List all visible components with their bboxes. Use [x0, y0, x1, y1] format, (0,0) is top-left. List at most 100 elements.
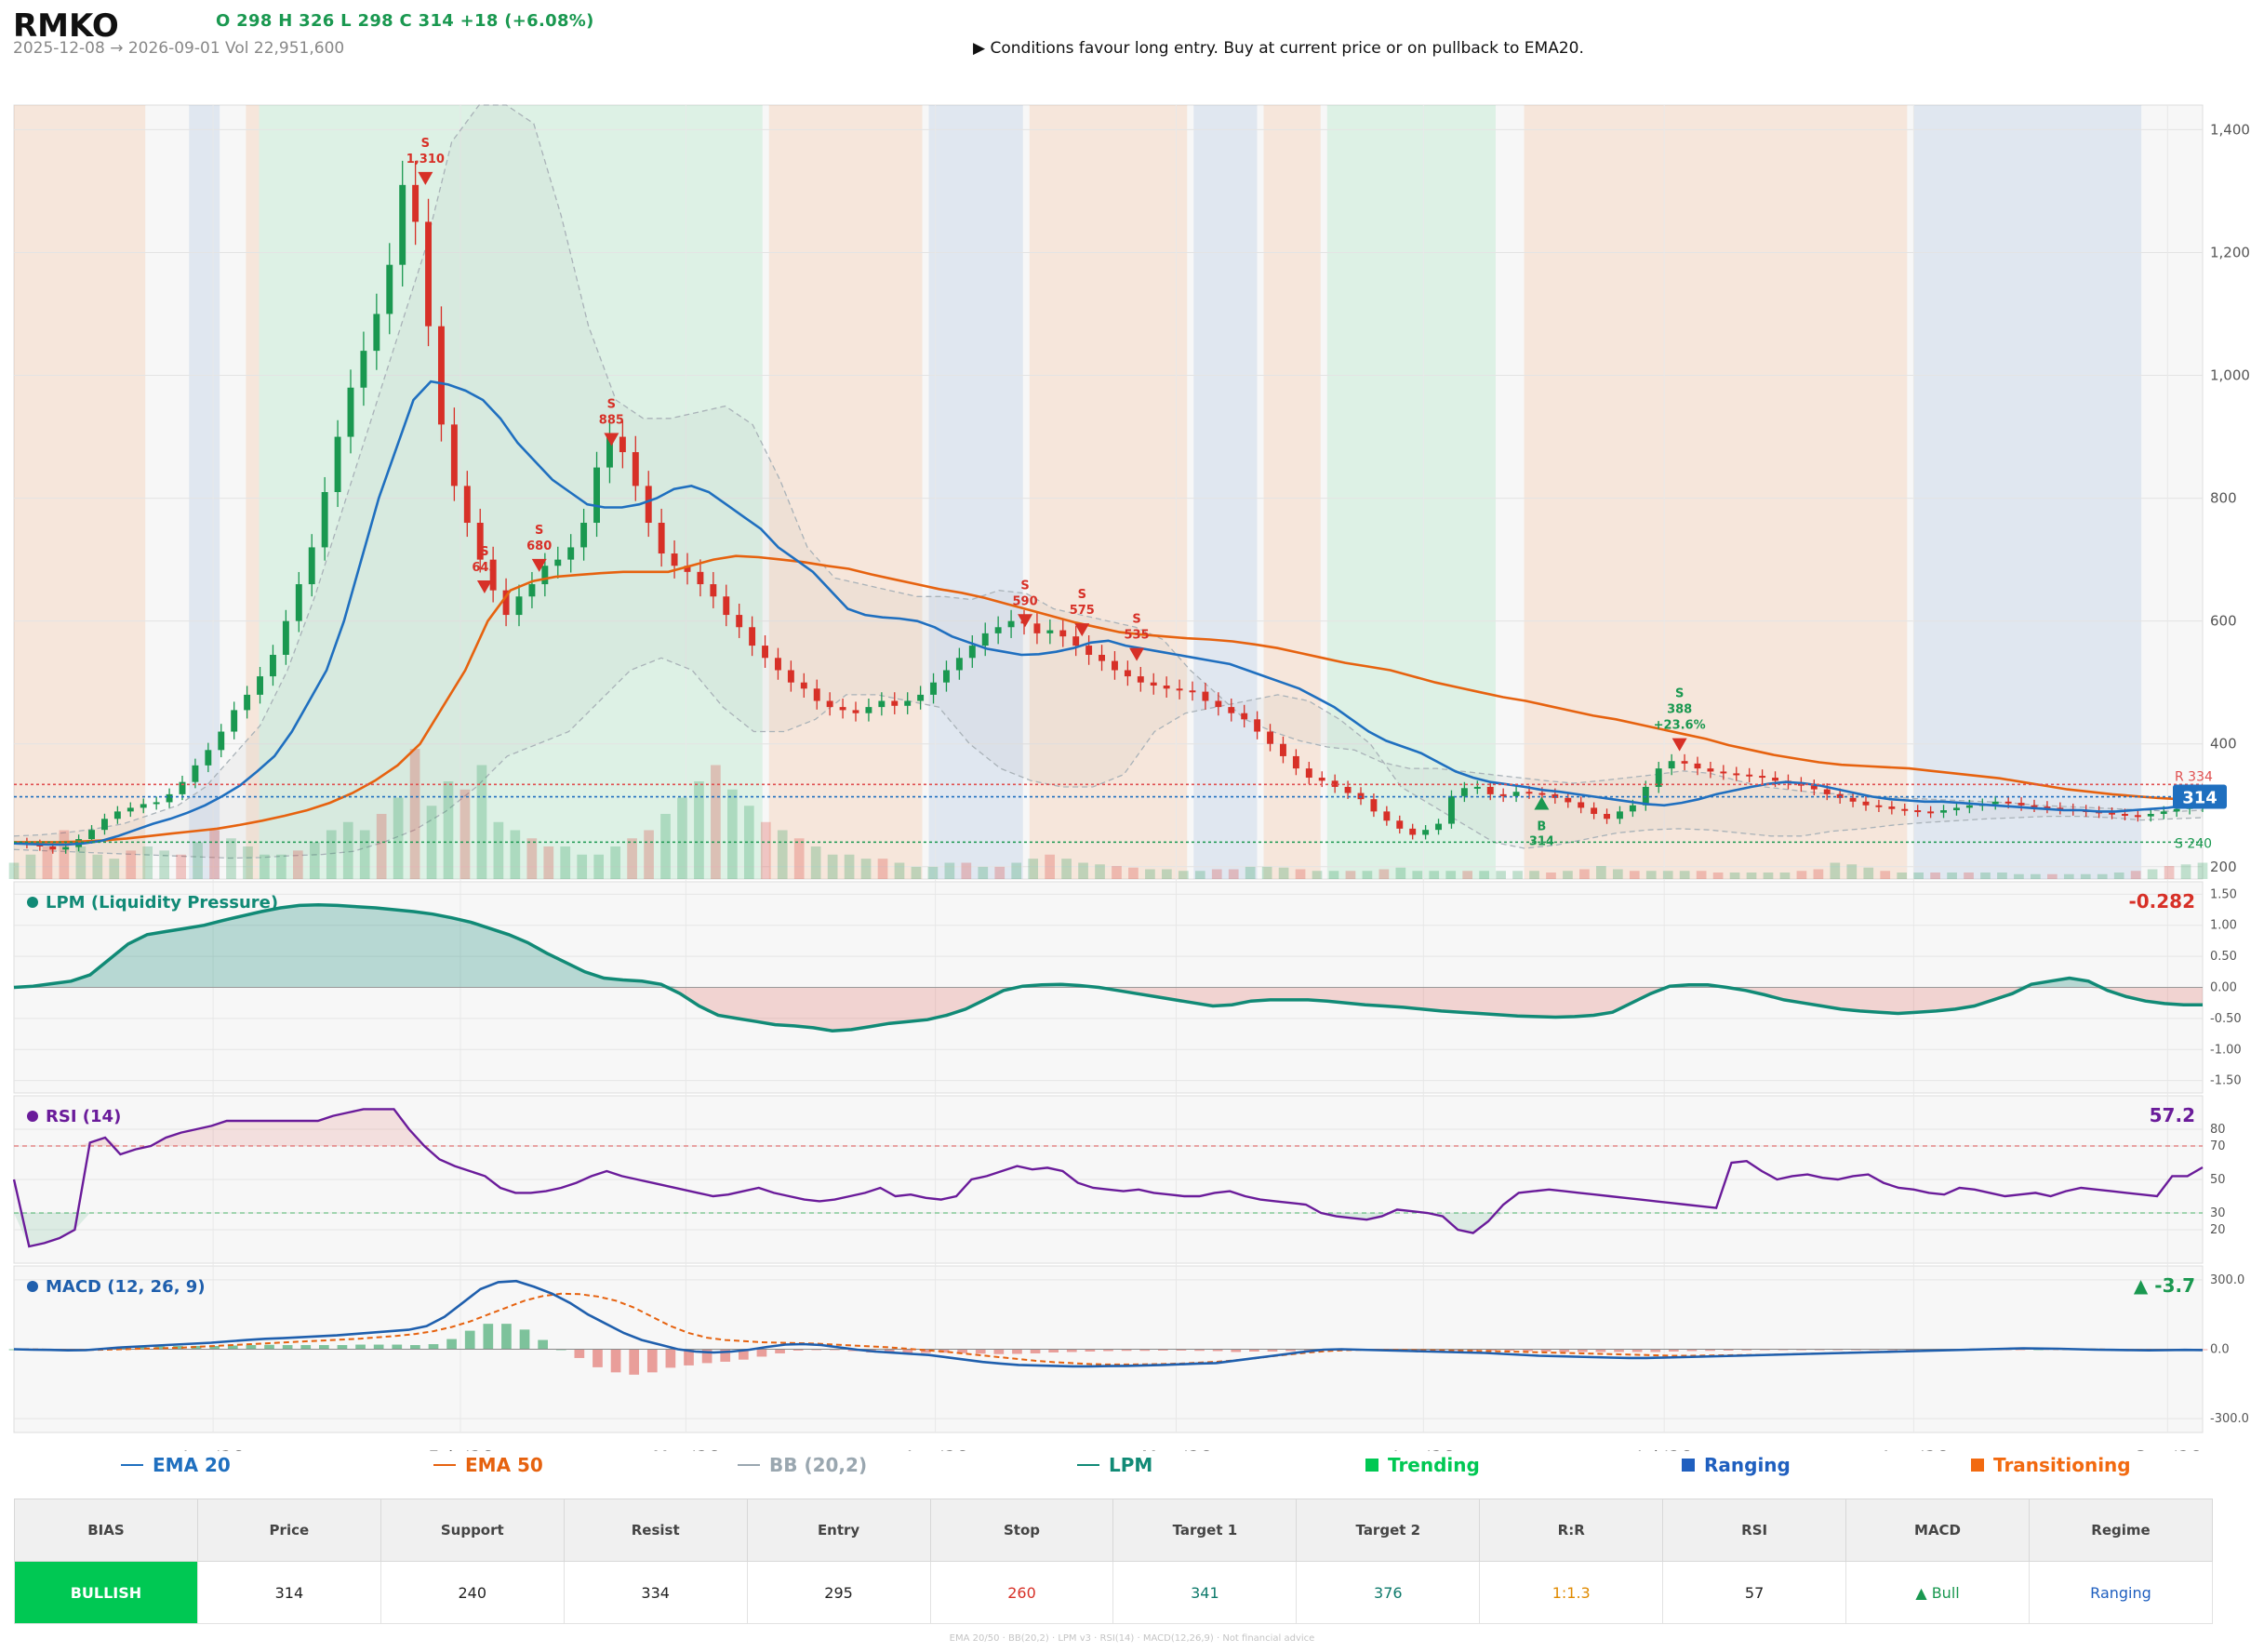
candle-body — [930, 682, 937, 695]
volume-bar — [1596, 866, 1606, 879]
macd-histogram-bar — [1267, 1349, 1278, 1352]
volume-bar — [1645, 871, 1657, 879]
macd-histogram-bar — [1705, 1349, 1715, 1352]
candle-body — [658, 523, 665, 554]
volume-bar — [293, 850, 303, 879]
candle-body — [450, 424, 458, 486]
panel-title: RSI (14) — [46, 1107, 121, 1126]
volume-bar — [1278, 867, 1289, 879]
candle-body — [1694, 763, 1701, 769]
price-tick-label: 800 — [2210, 490, 2237, 507]
volume-bar — [944, 862, 955, 879]
candle-body — [541, 566, 549, 585]
volume-bar — [1228, 869, 1239, 879]
candle-body — [205, 750, 212, 766]
regime-band-transitioning — [1263, 105, 1321, 879]
macd-current-value: ▲ -3.7 — [2134, 1274, 2195, 1297]
candle-body — [399, 184, 406, 265]
volume-bar — [443, 781, 454, 879]
macd-histogram-bar — [684, 1349, 694, 1366]
candle-body — [1591, 807, 1598, 815]
header-price: Price — [196, 1499, 381, 1562]
macd-histogram-bar — [227, 1345, 238, 1350]
macd-histogram-bar — [629, 1349, 640, 1375]
candle-body — [373, 313, 380, 352]
candle-body — [1655, 768, 1662, 787]
candle-body — [1604, 814, 1610, 819]
candle-body — [606, 436, 613, 468]
regime-band-trending — [259, 105, 763, 879]
macd-histogram-bar — [1523, 1349, 1533, 1352]
candle-body — [1849, 797, 1857, 802]
candle-body — [994, 627, 1002, 633]
macd-histogram-bar — [775, 1349, 785, 1353]
volume-bar — [342, 821, 353, 879]
volume-bar — [627, 838, 637, 879]
volume-bar — [359, 830, 370, 879]
volume-bar — [1145, 869, 1155, 879]
volume-bar — [493, 821, 504, 879]
volume-bar — [610, 846, 620, 879]
resist-level-label: R 334 — [2175, 769, 2213, 784]
value-macd: ▲ Bull — [1845, 1561, 2030, 1624]
candle-body — [1137, 676, 1144, 683]
candle-body — [308, 547, 315, 585]
candle-body — [257, 676, 263, 695]
candle-body — [865, 707, 872, 713]
candle-body — [2160, 811, 2167, 815]
volume-bar — [1729, 873, 1740, 879]
candle-body — [282, 620, 289, 655]
candle-body — [904, 700, 912, 706]
candle-body — [917, 694, 925, 701]
candle-body — [826, 700, 833, 708]
candle-body — [619, 436, 626, 453]
volume-bar — [1846, 864, 1858, 879]
candle-body — [1617, 811, 1623, 819]
sell-price: 535 — [1125, 629, 1150, 643]
macd-signal-line — [13, 1292, 2203, 1366]
candle-body — [1668, 761, 1675, 769]
candle-body — [1927, 811, 1935, 814]
legend-label: EMA 20 — [153, 1454, 231, 1476]
volume-bar — [2063, 873, 2074, 879]
value-target1: 341 — [1112, 1561, 1298, 1624]
candle-body — [1953, 807, 1960, 811]
volume-bar — [1295, 869, 1306, 879]
candle-body — [1176, 688, 1183, 691]
volume-bar — [1679, 871, 1690, 879]
candle-body — [1733, 773, 1740, 776]
macd-histogram-bar — [264, 1344, 274, 1350]
candle-body — [192, 765, 199, 782]
candle-body — [463, 486, 471, 524]
candle-body — [476, 523, 484, 560]
candle-body — [1344, 786, 1352, 793]
panel-dot-icon — [27, 1111, 38, 1122]
sell-price: 645 — [472, 561, 497, 575]
candle-body — [852, 710, 859, 713]
volume-bar — [2180, 864, 2191, 879]
macd-histogram-bar — [957, 1349, 967, 1353]
candle-body — [1862, 801, 1870, 806]
candle-body — [1059, 630, 1067, 637]
panel-dot-icon — [27, 897, 38, 908]
regime-band-trending — [1326, 105, 1496, 879]
volume-bar — [25, 854, 36, 879]
value-price: 314 — [196, 1561, 381, 1624]
sell-label: S — [1675, 687, 1684, 701]
header-regime: Regime — [2028, 1499, 2214, 1562]
volume-bar — [694, 781, 704, 879]
macd-histogram-bar — [318, 1345, 329, 1350]
volume-bar — [844, 854, 855, 879]
volume-bar — [727, 789, 738, 879]
volume-bar — [810, 846, 821, 879]
candle-body — [1681, 761, 1688, 764]
candle-body — [2057, 807, 2064, 810]
volume-bar — [1211, 869, 1222, 879]
value-target2: 376 — [1296, 1561, 1481, 1624]
candle-body — [1099, 654, 1105, 661]
price-tick-label: 1,000 — [2210, 367, 2250, 384]
candle-body — [2004, 801, 2012, 804]
header-resist: Resist — [563, 1499, 748, 1562]
volume-bar — [777, 830, 788, 879]
volume-bar — [827, 854, 838, 879]
